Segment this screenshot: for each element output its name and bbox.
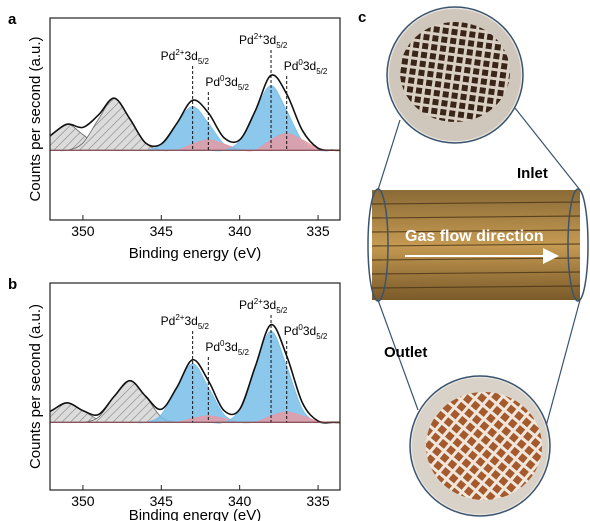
peak-label-base: Pd: [239, 33, 254, 47]
peak-label-base: Pd: [205, 340, 220, 354]
connector: [377, 299, 419, 411]
peak-label: Pd03d5/2: [205, 74, 249, 92]
peak-label-mid: 3d: [263, 298, 276, 312]
panel-label: c: [358, 9, 366, 26]
x-tick-label: 335: [306, 223, 330, 239]
y-axis-label: Counts per second (a.u.): [27, 304, 44, 469]
peak-label-mid: 3d: [303, 324, 316, 338]
peak-label-sup: 2+: [254, 32, 263, 41]
x-tick-label: 345: [150, 223, 174, 239]
peak-label-sup: 2+: [254, 297, 263, 306]
peak-label: Pd2+3d5/2: [161, 313, 210, 331]
peak-label: Pd03d5/2: [284, 323, 328, 341]
panel-c: c Gas flow direction Inlet Outlet: [358, 6, 589, 517]
inlet-label: Inlet: [517, 165, 548, 182]
peak-label-sub: 5/2: [198, 57, 210, 66]
flow-label: Gas flow direction: [405, 228, 544, 245]
y-axis-label: Counts per second (a.u.): [27, 36, 44, 201]
peak-label-mid: 3d: [184, 314, 197, 328]
peak-label-base: Pd: [161, 314, 176, 328]
peak-label-sup: 0: [220, 74, 225, 83]
x-tick-label: 345: [150, 493, 174, 509]
peak-label-sub: 5/2: [276, 41, 288, 50]
peak-label-sup: 0: [220, 339, 225, 348]
peak-label-sub: 5/2: [238, 83, 250, 92]
peak-label-sup: 2+: [175, 48, 184, 57]
peak-label-sub: 5/2: [316, 332, 328, 341]
plot-area: [50, 323, 340, 424]
peak-label-sup: 0: [298, 323, 303, 332]
connector: [514, 107, 581, 191]
outlet-end: [567, 188, 589, 302]
peak-label-sub: 5/2: [316, 67, 328, 76]
panel-label: a: [8, 11, 17, 28]
peak-label: Pd2+3d5/2: [161, 48, 210, 66]
x-tick-label: 340: [228, 223, 252, 239]
peak-label: Pd03d5/2: [284, 58, 328, 76]
x-tick-label: 340: [228, 493, 252, 509]
peak-label-base: Pd: [284, 324, 299, 338]
fit-envelope: [50, 323, 340, 424]
inlet-end: [367, 188, 389, 302]
plot-area: [50, 74, 340, 152]
connector: [377, 119, 401, 191]
peak-label-base: Pd: [161, 49, 176, 63]
axes-frame: [49, 282, 341, 491]
x-tick-label: 350: [71, 493, 95, 509]
peak-label-mid: 3d: [224, 75, 237, 89]
peak-label-base: Pd: [284, 59, 299, 73]
x-tick-label: 350: [71, 223, 95, 239]
peak-label-base: Pd: [239, 298, 254, 312]
outlet-label: Outlet: [384, 344, 427, 361]
peak-label-sub: 5/2: [276, 306, 288, 315]
panel-label: b: [8, 276, 17, 293]
peak-label-sup: 0: [298, 58, 303, 67]
fit-envelope: [50, 74, 340, 152]
peak-label-mid: 3d: [224, 340, 237, 354]
peak-label-mid: 3d: [184, 49, 197, 63]
axes-frame: [49, 17, 341, 221]
peak-label: Pd2+3d5/2: [239, 32, 288, 50]
peak-label-mid: 3d: [303, 59, 316, 73]
peak-label-mid: 3d: [263, 33, 276, 47]
peak-label: Pd03d5/2: [205, 339, 249, 357]
peak-label-sup: 2+: [175, 313, 184, 322]
peak-label-sub: 5/2: [198, 322, 210, 331]
x-tick-label: 335: [306, 493, 330, 509]
connector: [544, 299, 581, 431]
x-axis-label: Binding energy (eV): [129, 507, 262, 521]
peak-label: Pd2+3d5/2: [239, 297, 288, 315]
peak-label-base: Pd: [205, 75, 220, 89]
x-axis-label: Binding energy (eV): [129, 245, 262, 262]
peak-label-sub: 5/2: [238, 348, 250, 357]
